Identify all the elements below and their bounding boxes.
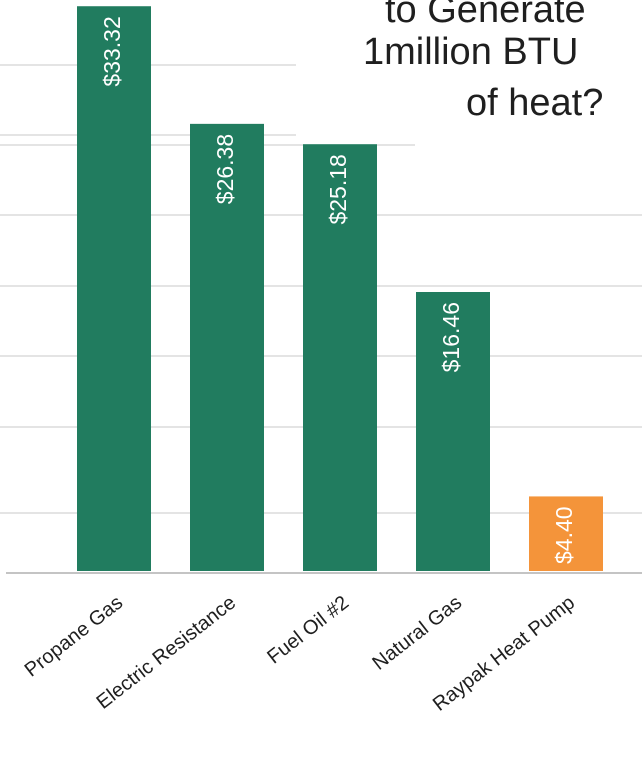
- bar-3: [416, 292, 490, 571]
- chart-title-line-2: 1million BTU: [363, 31, 578, 73]
- chart-title-line-3: of heat?: [466, 82, 603, 124]
- bar-2: [303, 144, 377, 571]
- bar-value-label-4: $4.40: [551, 506, 577, 564]
- bar-value-label-0: $33.32: [99, 16, 125, 86]
- bar-value-label-3: $16.46: [438, 302, 464, 372]
- bar-value-label-2: $25.18: [325, 154, 351, 224]
- bar-1: [190, 123, 264, 571]
- chart-title: to Generate 1million BTU of heat?: [363, 0, 603, 124]
- value-labels-group: $33.32 $26.38 $25.18 $16.46 $4.40: [99, 16, 577, 564]
- chart-title-line-1: to Generate: [385, 0, 586, 31]
- category-label-2: Fuel Oil #2: [263, 592, 353, 669]
- category-label-0: Propane Gas: [21, 592, 127, 682]
- category-label-3: Natural Gas: [368, 592, 466, 675]
- bars-group: [77, 6, 603, 571]
- bar-4: [529, 496, 603, 571]
- bar-value-label-1: $26.38: [212, 134, 238, 204]
- bar-0: [77, 6, 151, 571]
